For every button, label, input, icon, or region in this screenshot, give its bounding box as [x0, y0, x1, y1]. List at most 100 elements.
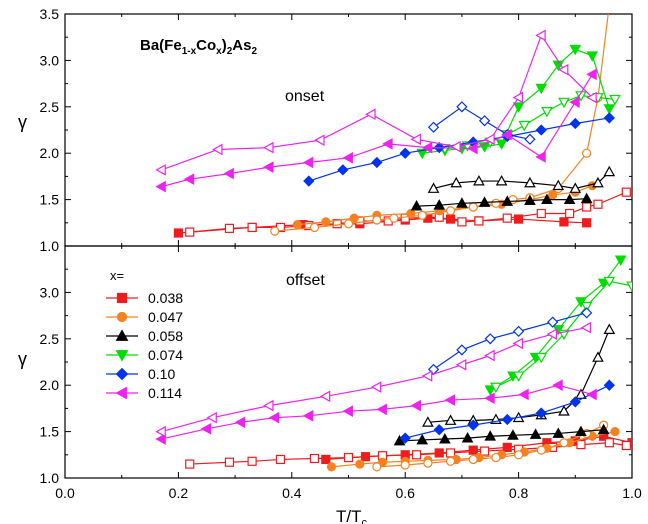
data-point: [546, 328, 558, 340]
data-point: [433, 199, 446, 210]
data-point: [484, 392, 495, 405]
data-point: [559, 217, 569, 227]
data-point: [507, 429, 519, 440]
data-point: [501, 128, 512, 141]
data-point: [552, 179, 565, 191]
data-point: [586, 388, 597, 401]
data-point: [603, 112, 615, 124]
data-point: [524, 194, 536, 205]
data-point: [410, 399, 421, 412]
data-point: [536, 445, 546, 455]
series-line: [161, 34, 593, 171]
data-point: [416, 148, 429, 160]
bottom-series-0-10-filled: [399, 379, 615, 444]
onset-annotation: onset: [285, 88, 325, 105]
bottom-y-tick-label: 1.5: [40, 424, 60, 440]
top-series-0-114-filled: [155, 68, 597, 193]
data-point: [326, 462, 337, 472]
data-point: [343, 219, 354, 229]
data-point: [445, 206, 456, 216]
data-point: [569, 44, 582, 56]
bottom-x-tick-label: 0.6: [395, 485, 415, 501]
data-point: [548, 190, 558, 200]
legend-marker: [115, 367, 129, 381]
legend-label: 0.10: [148, 366, 175, 382]
data-point: [372, 215, 382, 225]
title-sub4: 2: [251, 46, 257, 57]
data-point: [552, 427, 565, 438]
data-point: [155, 180, 166, 193]
data-point: [580, 307, 593, 319]
data-point: [569, 117, 581, 130]
data-point: [603, 379, 615, 391]
legend-label: 0.058: [148, 328, 183, 344]
data-point: [292, 220, 303, 230]
data-point: [546, 316, 559, 328]
top-series-layer: [155, 14, 631, 238]
top-y-tick-label: 2.5: [40, 99, 60, 115]
data-point: [621, 187, 631, 197]
bottom-x-tick-label: 1.0: [622, 485, 642, 501]
bottom-y-tick-label: 1.0: [40, 470, 60, 486]
data-point: [575, 425, 587, 437]
top-y-axis-label: γ: [18, 112, 27, 132]
data-point: [302, 156, 314, 169]
data-point: [400, 460, 410, 470]
legend-entry-0-058: 0.058: [106, 328, 183, 344]
data-point: [513, 450, 524, 460]
data-point: [155, 164, 166, 176]
data-point: [155, 433, 166, 445]
legend-label: 0.038: [148, 290, 183, 306]
data-point: [467, 142, 478, 155]
data-point: [603, 276, 616, 288]
data-point: [541, 193, 553, 205]
data-point: [495, 139, 508, 150]
data-point: [586, 91, 597, 104]
data-point: [529, 428, 542, 439]
data-point: [371, 156, 383, 169]
series-line: [399, 429, 604, 442]
bottom-y-tick-label: 2.0: [40, 377, 60, 393]
data-point: [558, 405, 570, 416]
data-point: [490, 382, 502, 394]
data-point: [411, 450, 422, 460]
data-point: [417, 210, 427, 220]
data-point: [427, 182, 440, 193]
data-point: [536, 208, 546, 219]
data-point: [468, 445, 478, 455]
data-point: [399, 147, 411, 159]
data-point: [576, 439, 586, 450]
bottom-y-tick-label: 3.0: [40, 284, 60, 300]
data-point: [303, 175, 315, 187]
data-point: [614, 255, 627, 266]
data-point: [621, 440, 631, 451]
data-point: [355, 459, 365, 469]
data-point: [597, 278, 610, 290]
data-point: [200, 422, 212, 435]
series-line: [161, 74, 593, 188]
data-point: [512, 337, 524, 350]
legend-marker: [116, 311, 128, 323]
data-point: [155, 425, 166, 438]
data-point: [501, 195, 514, 206]
data-point: [491, 452, 501, 463]
data-point: [224, 223, 235, 233]
data-point: [586, 68, 597, 81]
data-point: [491, 198, 501, 208]
data-point: [183, 173, 195, 186]
top-series-0-114-open: [155, 29, 597, 176]
data-point: [468, 454, 478, 465]
title-mid1: Co: [196, 37, 216, 54]
title-mid2: ): [222, 37, 227, 54]
bottom-panel: 1.0 1.5 2.0 2.5 3.0 0.0 0.2 0.4 0.6 0.8 1.0 offset…: [18, 245, 642, 524]
bottom-x-tick-label: 0.8: [509, 485, 529, 501]
data-point: [575, 388, 587, 399]
data-point: [580, 321, 592, 334]
data-point: [406, 208, 416, 219]
data-point: [518, 388, 529, 401]
data-point: [456, 344, 468, 356]
data-point: [433, 424, 445, 436]
data-point: [427, 121, 440, 133]
bottom-x-tick-label: 0.0: [55, 485, 75, 501]
